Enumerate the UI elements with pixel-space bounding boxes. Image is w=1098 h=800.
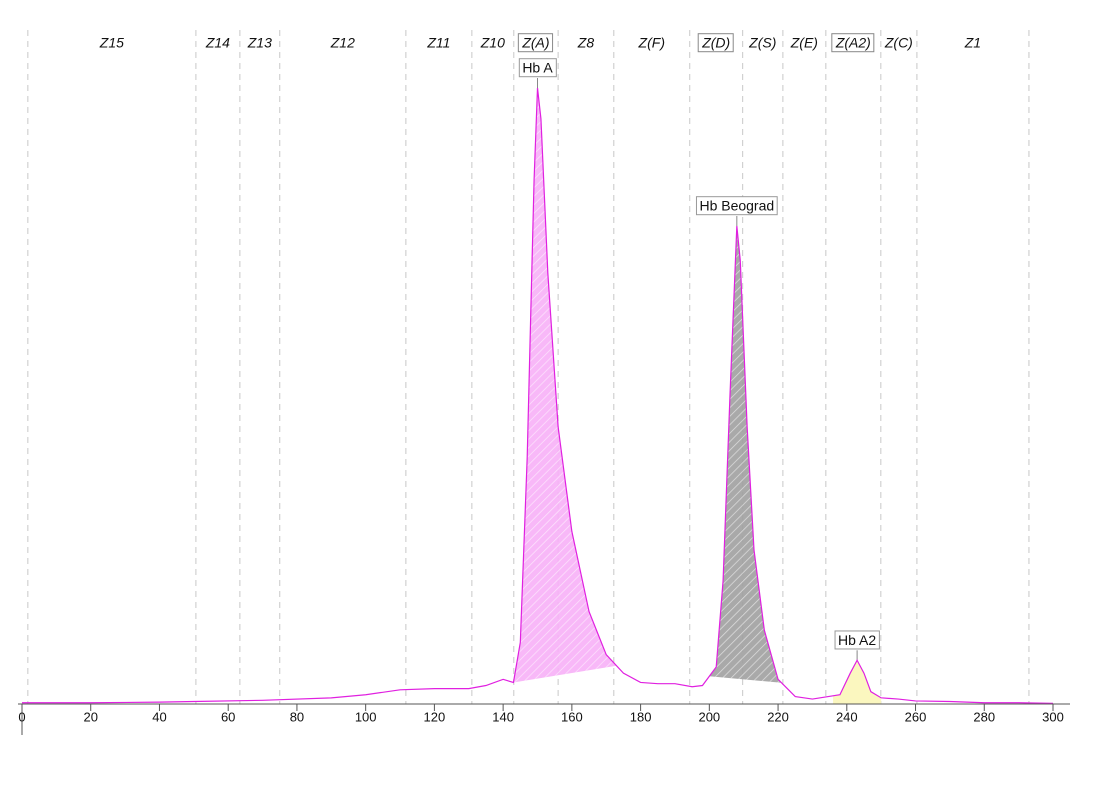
zone-label: Z15 xyxy=(99,35,124,51)
x-tick-label: 200 xyxy=(698,709,720,724)
x-tick-label: 300 xyxy=(1042,709,1064,724)
x-tick-label: 120 xyxy=(424,709,446,724)
zone-label: Z(A2) xyxy=(835,35,871,51)
trace xyxy=(22,87,1054,704)
zone-label: Z12 xyxy=(330,35,355,51)
x-tick-label: 140 xyxy=(492,709,514,724)
zone-label: Z11 xyxy=(426,35,450,51)
zone-label-box xyxy=(517,33,554,53)
zone-label: Z14 xyxy=(205,35,230,51)
zone-label: Z(C) xyxy=(884,35,913,51)
peak-label: Hb A xyxy=(522,60,553,76)
zone-label-box xyxy=(697,33,734,53)
x-tick-label: 160 xyxy=(561,709,583,724)
peak-area xyxy=(833,660,882,704)
x-tick-label: 60 xyxy=(221,709,235,724)
zone-label: Z10 xyxy=(480,35,505,51)
peak-label-box xyxy=(695,196,778,216)
x-tick-label: 0 xyxy=(18,709,25,724)
zone-label: Z13 xyxy=(247,35,272,51)
peak-hatch xyxy=(513,88,617,683)
peak-label-box xyxy=(518,58,557,78)
x-tick-label: 40 xyxy=(152,709,166,724)
zone-label: Z(S) xyxy=(748,35,776,51)
x-tick-label: 240 xyxy=(836,709,858,724)
zone-label-box xyxy=(831,33,875,53)
zone-label: Z(A) xyxy=(521,35,549,51)
peak-label: Hb Beograd xyxy=(699,198,774,214)
x-tick-label: 20 xyxy=(83,709,97,724)
peak-hatch xyxy=(709,225,782,683)
zone-label: Z(D) xyxy=(701,35,730,51)
x-tick-label: 260 xyxy=(905,709,927,724)
zone-label: Z8 xyxy=(577,35,595,51)
zone-label: Z1 xyxy=(964,35,981,51)
x-tick-label: 100 xyxy=(355,709,377,724)
x-tick-label: 80 xyxy=(290,709,304,724)
zone-label: Z(F) xyxy=(638,35,665,51)
x-tick-label: 280 xyxy=(973,709,995,724)
x-tick-label: 220 xyxy=(767,709,789,724)
x-tick-label: 180 xyxy=(630,709,652,724)
peak-label-box xyxy=(834,630,880,650)
zone-label: Z(E) xyxy=(790,35,818,51)
peak-label: Hb A2 xyxy=(838,632,876,648)
